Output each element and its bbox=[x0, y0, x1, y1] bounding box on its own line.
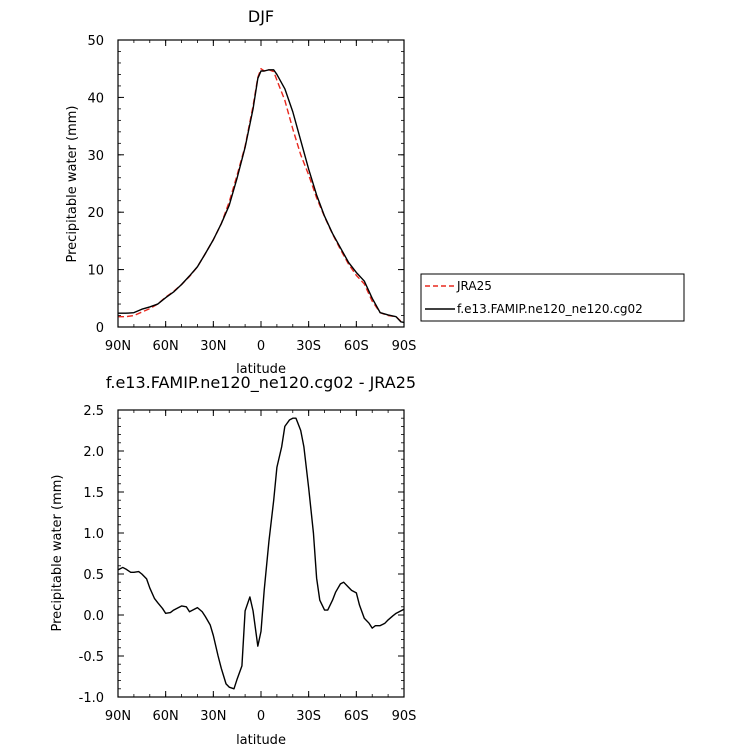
chart-top-ytick-label-2: 20 bbox=[87, 206, 104, 221]
chart-top-xtick-label-1: 60N bbox=[153, 339, 179, 354]
chart-bottom-xtick-label-2: 30N bbox=[200, 709, 226, 724]
chart-top-ytick-label-0: 0 bbox=[96, 321, 104, 336]
chart-top-xtick-label-2: 30N bbox=[200, 339, 226, 354]
chart-bottom: f.e13.FAMIP.ne120_ne120.cg02 - JRA25 Pre… bbox=[50, 373, 416, 748]
chart-bottom-ytick-label-0: -1.0 bbox=[79, 691, 104, 706]
chart-top-series-group bbox=[118, 67, 405, 324]
chart-top: DJF Precipitable water (mm) latitude 90N… bbox=[65, 7, 416, 377]
chart-top-xtick-label-3: 0 bbox=[257, 339, 265, 354]
chart-top-ticks: 90N 60N 30N 0 30S 60S 90S 0 10 20 30 40 50 bbox=[87, 34, 416, 354]
chart-top-series-line-1 bbox=[118, 69, 405, 324]
chart-top-xtick-label-5: 60S bbox=[344, 339, 369, 354]
chart-top-ytick-label-5: 50 bbox=[87, 34, 104, 49]
chart-top-plot-frame bbox=[117, 39, 405, 328]
chart-top-xtick-label-6: 90S bbox=[392, 339, 417, 354]
chart-bottom-xtick-label-1: 60N bbox=[153, 709, 179, 724]
chart-bottom-ytick-label-4: 1.0 bbox=[83, 527, 104, 542]
legend-label-model: f.e13.FAMIP.ne120_ne120.cg02 bbox=[457, 302, 643, 316]
chart-bottom-ytick-label-3: 0.5 bbox=[83, 568, 104, 583]
chart-top-xlabel: latitude bbox=[236, 362, 286, 377]
chart-top-ytick-label-4: 40 bbox=[87, 91, 104, 106]
chart-top-xtick-label-0: 90N bbox=[105, 339, 131, 354]
legend-box bbox=[420, 273, 685, 322]
chart-bottom-ytick-label-7: 2.5 bbox=[83, 404, 104, 419]
chart-top-ytick-label-3: 30 bbox=[87, 149, 104, 164]
chart-top-xtick-label-4: 30S bbox=[296, 339, 321, 354]
chart-bottom-ytick-label-2: 0.0 bbox=[83, 609, 104, 624]
chart-top-series-line-0 bbox=[118, 67, 405, 323]
chart-bottom-xtick-label-4: 30S bbox=[296, 709, 321, 724]
chart-bottom-xtick-label-3: 0 bbox=[257, 709, 265, 724]
chart-bottom-xtick-label-0: 90N bbox=[105, 709, 131, 724]
chart-top-ytick-label-1: 10 bbox=[87, 264, 104, 279]
chart-bottom-ytick-label-5: 1.5 bbox=[83, 486, 104, 501]
chart-top-ylabel: Precipitable water (mm) bbox=[65, 106, 80, 263]
chart-bottom-series-group bbox=[117, 417, 405, 690]
chart-bottom-xtick-label-6: 90S bbox=[392, 709, 417, 724]
chart-bottom-title: f.e13.FAMIP.ne120_ne120.cg02 - JRA25 bbox=[106, 373, 416, 393]
chart-top-title: DJF bbox=[248, 7, 274, 26]
chart-bottom-ytick-label-1: -0.5 bbox=[79, 650, 104, 665]
chart-bottom-ylabel: Precipitable water (mm) bbox=[50, 475, 65, 632]
chart-bottom-xlabel: latitude bbox=[236, 733, 286, 748]
chart-bottom-series-line-0 bbox=[117, 417, 405, 690]
chart-bottom-plot-frame bbox=[117, 409, 405, 698]
chart-top-legend: JRA25 f.e13.FAMIP.ne120_ne120.cg02 bbox=[420, 273, 685, 322]
legend-label-jra25: JRA25 bbox=[456, 279, 492, 293]
chart-bottom-xtick-label-5: 60S bbox=[344, 709, 369, 724]
chart-bottom-ticks: 90N 60N 30N 0 30S 60S 90S -1.0 -0.5 0.0 0.5 1.0 1.5 2… bbox=[79, 404, 417, 724]
chart-bottom-ytick-label-6: 2.0 bbox=[83, 445, 104, 460]
